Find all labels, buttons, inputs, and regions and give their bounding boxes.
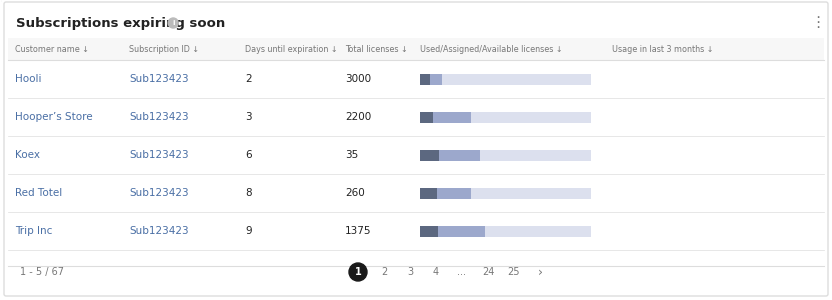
Text: i: i — [172, 20, 175, 26]
Text: 2: 2 — [245, 74, 252, 84]
Text: Customer name ↓: Customer name ↓ — [15, 44, 89, 53]
Text: Sub123423: Sub123423 — [129, 150, 189, 160]
Text: Used/Assigned/Available licenses ↓: Used/Assigned/Available licenses ↓ — [420, 44, 562, 53]
Bar — [420, 112, 472, 122]
Text: 2: 2 — [381, 267, 387, 277]
Text: Days until expiration ↓: Days until expiration ↓ — [245, 44, 338, 53]
Bar — [420, 188, 591, 199]
Text: ...: ... — [458, 267, 467, 277]
Bar — [420, 226, 485, 236]
Text: 3: 3 — [245, 112, 252, 122]
Text: 1375: 1375 — [345, 226, 372, 236]
Text: ⋮: ⋮ — [810, 16, 825, 31]
Text: Trip Inc: Trip Inc — [15, 226, 52, 236]
Text: 35: 35 — [345, 150, 359, 160]
Text: 3000: 3000 — [345, 74, 371, 84]
Bar — [420, 226, 438, 236]
Text: Koex: Koex — [15, 150, 40, 160]
Bar — [420, 188, 472, 199]
Text: ›: › — [537, 266, 542, 278]
Text: Sub123423: Sub123423 — [129, 188, 189, 198]
Bar — [420, 149, 591, 161]
Text: 3: 3 — [407, 267, 413, 277]
Text: Hooper’s Store: Hooper’s Store — [15, 112, 92, 122]
Bar — [420, 74, 591, 85]
Text: 25: 25 — [508, 267, 520, 277]
Text: 9: 9 — [245, 226, 252, 236]
Bar — [420, 149, 480, 161]
Text: Red Totel: Red Totel — [15, 188, 62, 198]
Bar — [420, 188, 438, 199]
Text: 1 - 5 / 67: 1 - 5 / 67 — [20, 267, 64, 277]
Text: 1: 1 — [354, 267, 361, 277]
Text: 8: 8 — [245, 188, 252, 198]
Text: Sub123423: Sub123423 — [129, 74, 189, 84]
Bar — [420, 112, 433, 122]
Bar — [420, 74, 443, 85]
Bar — [420, 74, 429, 85]
Bar — [420, 226, 591, 236]
Text: Sub123423: Sub123423 — [129, 226, 189, 236]
Bar — [420, 149, 439, 161]
Text: 6: 6 — [245, 150, 252, 160]
Text: 4: 4 — [433, 267, 439, 277]
Text: Subscription ID ↓: Subscription ID ↓ — [129, 44, 199, 53]
Text: Hooli: Hooli — [15, 74, 42, 84]
Bar — [420, 112, 591, 122]
Text: Sub123423: Sub123423 — [129, 112, 189, 122]
Circle shape — [168, 18, 178, 28]
FancyBboxPatch shape — [4, 2, 828, 296]
Text: Total licenses ↓: Total licenses ↓ — [345, 44, 408, 53]
Text: Usage in last 3 months ↓: Usage in last 3 months ↓ — [612, 44, 713, 53]
Text: 2200: 2200 — [345, 112, 372, 122]
Bar — [8, 38, 824, 60]
Text: Subscriptions expiring soon: Subscriptions expiring soon — [16, 16, 225, 29]
Text: 260: 260 — [345, 188, 365, 198]
Circle shape — [349, 263, 367, 281]
Text: 24: 24 — [482, 267, 494, 277]
